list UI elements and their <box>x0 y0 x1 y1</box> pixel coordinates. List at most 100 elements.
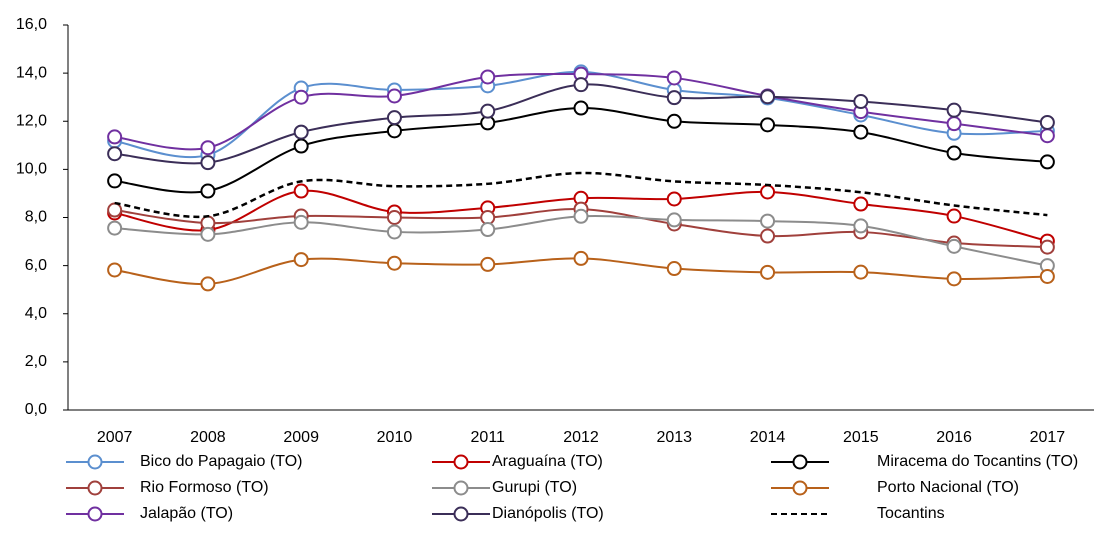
data-point <box>760 89 776 105</box>
data-point <box>1039 154 1055 170</box>
data-point <box>200 155 216 171</box>
legend-marker <box>792 454 808 470</box>
legend-label: Araguaína (TO) <box>492 453 603 470</box>
legend-marker <box>87 506 103 522</box>
data-point <box>480 222 496 238</box>
data-point <box>480 103 496 119</box>
legend-marker <box>87 480 103 496</box>
data-point <box>760 184 776 200</box>
legend-label: Bico do Papagaio (TO) <box>140 453 302 470</box>
data-point <box>666 191 682 207</box>
data-point <box>480 69 496 85</box>
data-point <box>573 100 589 116</box>
data-point <box>200 226 216 242</box>
x-tick-label: 2013 <box>656 429 692 446</box>
data-point <box>946 145 962 161</box>
data-point <box>666 113 682 129</box>
x-tick-label: 2007 <box>97 429 133 446</box>
data-point <box>200 140 216 156</box>
data-point <box>760 117 776 133</box>
data-point <box>107 262 123 278</box>
x-tick-label: 2016 <box>936 429 972 446</box>
x-tick-label: 2015 <box>843 429 879 446</box>
legend-label: Rio Formoso (TO) <box>140 479 269 496</box>
data-point <box>946 208 962 224</box>
data-point <box>946 116 962 132</box>
legend-marker <box>453 506 469 522</box>
data-point <box>853 124 869 140</box>
data-point <box>946 102 962 118</box>
legend-marker <box>453 454 469 470</box>
y-tick-label: 8,0 <box>25 209 47 226</box>
y-tick-label: 2,0 <box>25 353 47 370</box>
y-tick-label: 10,0 <box>16 161 47 178</box>
legend-marker <box>453 480 469 496</box>
data-point <box>853 196 869 212</box>
data-point <box>480 256 496 272</box>
data-point <box>666 261 682 277</box>
legend-label: Tocantins <box>877 505 945 522</box>
data-point <box>1039 268 1055 284</box>
data-point <box>760 228 776 244</box>
data-point <box>107 146 123 162</box>
series-line <box>114 171 1048 219</box>
legend-label: Gurupi (TO) <box>492 479 577 496</box>
y-tick-label: 4,0 <box>25 305 47 322</box>
data-point <box>386 123 402 139</box>
data-point <box>293 214 309 230</box>
data-point <box>573 208 589 224</box>
data-point <box>107 220 123 236</box>
data-point <box>760 213 776 229</box>
data-point <box>853 264 869 280</box>
data-point <box>386 88 402 104</box>
data-point <box>573 77 589 93</box>
data-point <box>1039 128 1055 144</box>
y-tick-label: 16,0 <box>16 16 47 33</box>
y-tick-label: 12,0 <box>16 112 47 129</box>
data-point <box>853 94 869 110</box>
data-point <box>573 250 589 266</box>
data-point <box>946 238 962 254</box>
x-tick-label: 2012 <box>563 429 599 446</box>
data-point <box>293 89 309 105</box>
x-tick-label: 2011 <box>471 429 506 446</box>
y-tick-label: 6,0 <box>25 257 47 274</box>
x-tick-label: 2017 <box>1030 429 1066 446</box>
data-point <box>107 129 123 145</box>
legend-label: Miracema do Tocantins (TO) <box>877 453 1078 470</box>
data-point <box>386 224 402 240</box>
data-point <box>107 202 123 218</box>
data-point <box>293 124 309 140</box>
data-point <box>1039 239 1055 255</box>
data-point <box>386 210 402 225</box>
legend-label: Porto Nacional (TO) <box>877 479 1019 496</box>
data-point <box>666 90 682 106</box>
data-point <box>666 212 682 228</box>
data-point <box>107 173 123 189</box>
data-point <box>386 255 402 271</box>
data-point <box>1039 114 1055 130</box>
y-tick-label: 0,0 <box>25 401 47 418</box>
data-point <box>760 264 776 280</box>
data-point <box>293 183 309 199</box>
legend-label: Dianópolis (TO) <box>492 505 604 522</box>
data-point <box>666 70 682 86</box>
data-point <box>386 110 402 126</box>
x-tick-label: 2010 <box>377 429 413 446</box>
x-tick-label: 2009 <box>283 429 319 446</box>
data-point <box>200 183 216 199</box>
data-point <box>853 218 869 234</box>
data-point <box>946 271 962 287</box>
legend-marker <box>87 454 103 470</box>
x-tick-label: 2014 <box>750 429 786 446</box>
x-tick-label: 2008 <box>190 429 226 446</box>
data-point <box>200 276 216 292</box>
data-point <box>293 252 309 268</box>
series-line <box>114 107 1048 194</box>
data-point <box>293 138 309 154</box>
y-tick-label: 14,0 <box>16 64 47 81</box>
legend-marker <box>792 480 808 496</box>
legend-label: Jalapão (TO) <box>140 505 233 522</box>
